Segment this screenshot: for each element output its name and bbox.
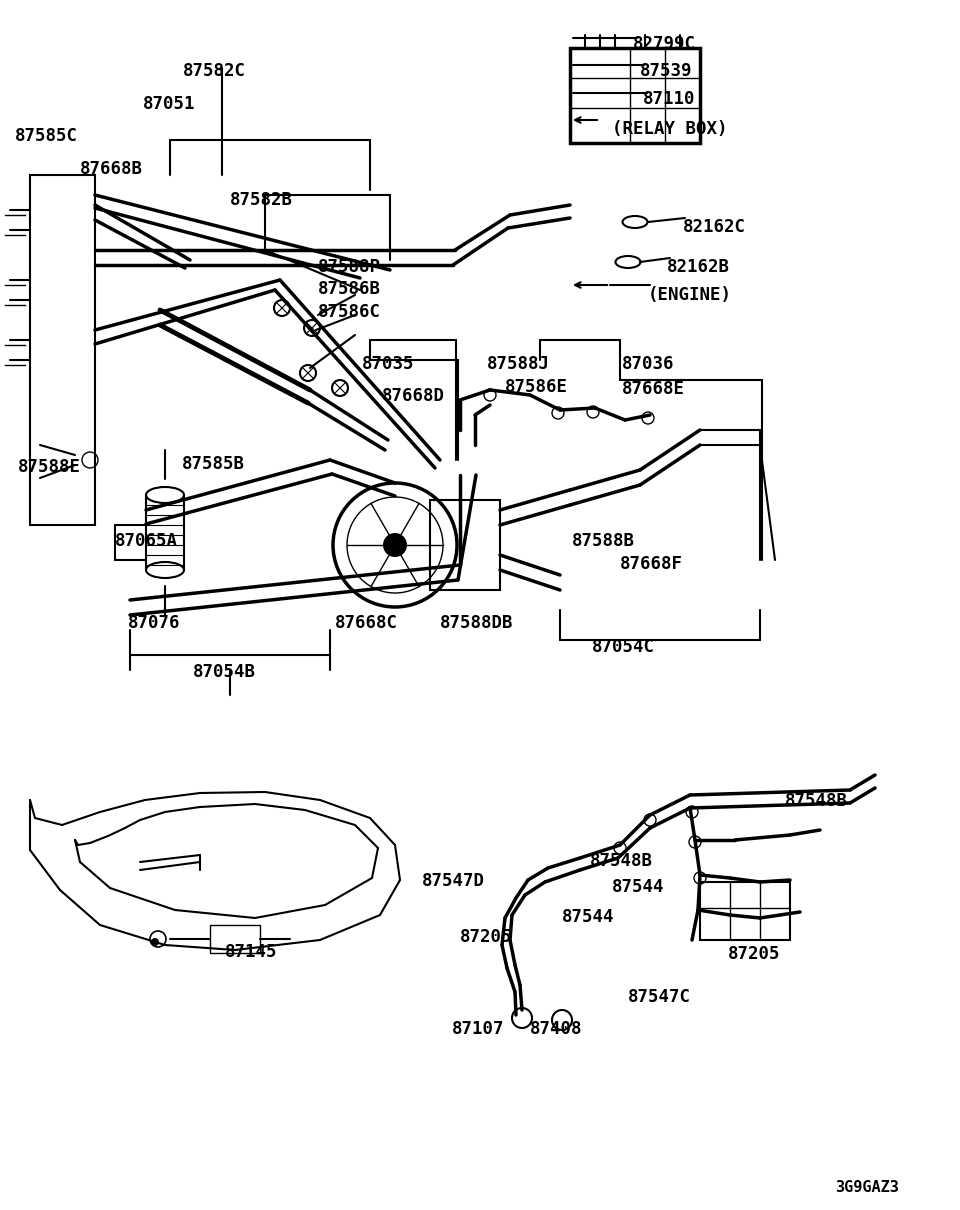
- Text: 87668B: 87668B: [80, 160, 143, 178]
- Text: 87585B: 87585B: [182, 455, 245, 473]
- Text: 87205: 87205: [728, 945, 780, 963]
- Text: 87668C: 87668C: [335, 613, 398, 632]
- Text: 87585C: 87585C: [15, 127, 78, 145]
- Bar: [210, 924, 260, 953]
- Bar: [30, 175, 95, 525]
- Text: 87544: 87544: [612, 878, 664, 895]
- Text: 87076: 87076: [128, 613, 180, 632]
- Text: 82162C: 82162C: [683, 218, 746, 236]
- Text: 87110: 87110: [643, 90, 695, 108]
- Text: 87205: 87205: [460, 928, 513, 946]
- Text: 87544: 87544: [562, 908, 614, 926]
- Text: 87054B: 87054B: [193, 663, 256, 681]
- Text: 87036: 87036: [622, 355, 675, 373]
- Text: 87548B: 87548B: [590, 852, 653, 870]
- Text: 87107: 87107: [452, 1020, 505, 1038]
- Text: 87054C: 87054C: [592, 638, 655, 656]
- Text: 87588E: 87588E: [18, 459, 81, 476]
- Text: 87547C: 87547C: [628, 989, 691, 1006]
- Text: 87588B: 87588B: [572, 532, 635, 551]
- Text: 87408: 87408: [530, 1020, 583, 1038]
- Text: (RELAY BOX): (RELAY BOX): [612, 120, 728, 138]
- Text: 87586B: 87586B: [318, 280, 381, 298]
- Text: 87548B: 87548B: [785, 793, 848, 809]
- Bar: [430, 500, 500, 590]
- Text: 87586E: 87586E: [505, 378, 568, 396]
- Text: 87582C: 87582C: [183, 62, 246, 80]
- Text: 87145: 87145: [225, 943, 277, 961]
- Circle shape: [383, 532, 407, 557]
- Text: 82162B: 82162B: [667, 258, 730, 276]
- Text: 87586C: 87586C: [318, 302, 381, 321]
- Text: 82799C: 82799C: [633, 35, 696, 53]
- Text: 3G9GAZ3: 3G9GAZ3: [835, 1180, 899, 1195]
- Bar: [570, 48, 700, 143]
- Text: 87588P: 87588P: [318, 258, 381, 276]
- Text: 87051: 87051: [143, 96, 196, 113]
- Text: 87539: 87539: [640, 62, 692, 80]
- Text: (ENGINE): (ENGINE): [648, 286, 732, 304]
- Text: 87668D: 87668D: [382, 387, 445, 405]
- Text: 87588J: 87588J: [487, 355, 550, 373]
- Bar: [700, 882, 790, 940]
- Text: 87668E: 87668E: [622, 380, 685, 398]
- Text: 87668F: 87668F: [620, 555, 683, 574]
- Text: 87035: 87035: [362, 355, 415, 373]
- Text: 87582B: 87582B: [230, 191, 293, 209]
- Text: 87588DB: 87588DB: [440, 613, 514, 632]
- Text: 87547D: 87547D: [422, 872, 485, 891]
- Text: 87065A: 87065A: [115, 532, 178, 551]
- Circle shape: [151, 938, 159, 946]
